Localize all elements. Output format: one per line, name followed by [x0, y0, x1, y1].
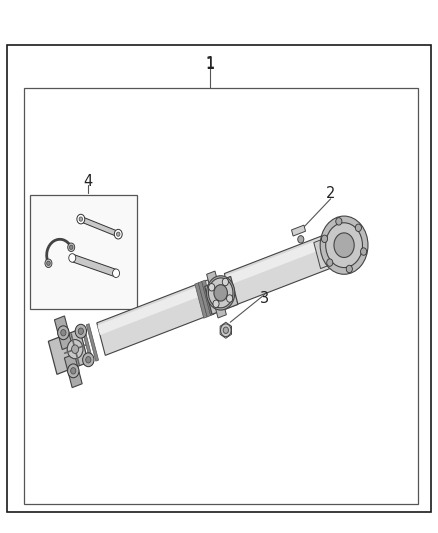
Circle shape [208, 284, 215, 291]
Polygon shape [97, 282, 212, 335]
Circle shape [221, 324, 231, 337]
Circle shape [86, 357, 91, 363]
Circle shape [213, 300, 219, 308]
Circle shape [208, 278, 233, 308]
Circle shape [336, 217, 342, 225]
Polygon shape [48, 329, 88, 374]
Circle shape [114, 229, 122, 239]
Circle shape [113, 269, 120, 278]
Polygon shape [64, 354, 82, 387]
Polygon shape [292, 225, 306, 236]
Polygon shape [224, 232, 340, 306]
Circle shape [69, 254, 76, 262]
Circle shape [327, 259, 333, 266]
Bar [24, 88, 418, 504]
Polygon shape [71, 254, 117, 277]
Circle shape [83, 353, 94, 367]
Text: 1: 1 [205, 57, 215, 72]
Polygon shape [207, 271, 218, 286]
Polygon shape [202, 280, 214, 316]
Polygon shape [225, 235, 334, 286]
Circle shape [58, 326, 69, 340]
Circle shape [45, 259, 52, 268]
Circle shape [207, 276, 235, 310]
Circle shape [117, 232, 120, 236]
Circle shape [79, 217, 83, 221]
Circle shape [298, 236, 304, 243]
Polygon shape [195, 282, 207, 318]
Circle shape [355, 224, 361, 231]
Polygon shape [205, 277, 238, 314]
Circle shape [71, 368, 76, 374]
Text: 4: 4 [83, 174, 92, 189]
Bar [7, 45, 431, 512]
Circle shape [70, 245, 73, 249]
Polygon shape [198, 281, 211, 317]
Polygon shape [314, 235, 340, 269]
Circle shape [71, 345, 78, 353]
Bar [30, 195, 137, 309]
Circle shape [222, 278, 228, 286]
Polygon shape [97, 280, 217, 356]
Circle shape [67, 340, 83, 359]
Circle shape [47, 261, 50, 265]
Polygon shape [215, 303, 226, 318]
Circle shape [334, 233, 354, 257]
Circle shape [77, 214, 85, 224]
Circle shape [214, 285, 227, 301]
Polygon shape [86, 324, 99, 361]
Polygon shape [81, 326, 93, 363]
Polygon shape [80, 216, 119, 237]
Circle shape [360, 248, 367, 255]
Circle shape [321, 235, 328, 243]
Circle shape [223, 327, 229, 334]
Circle shape [226, 295, 233, 302]
Text: 3: 3 [261, 291, 269, 306]
Text: 2: 2 [326, 186, 336, 201]
Text: 1: 1 [205, 56, 215, 71]
Circle shape [68, 243, 75, 252]
Circle shape [61, 329, 66, 336]
Circle shape [78, 328, 84, 334]
Circle shape [346, 265, 353, 273]
Polygon shape [54, 316, 72, 350]
Polygon shape [76, 328, 88, 365]
Circle shape [75, 324, 87, 338]
Circle shape [326, 223, 363, 268]
Circle shape [67, 364, 79, 378]
Circle shape [320, 216, 368, 274]
